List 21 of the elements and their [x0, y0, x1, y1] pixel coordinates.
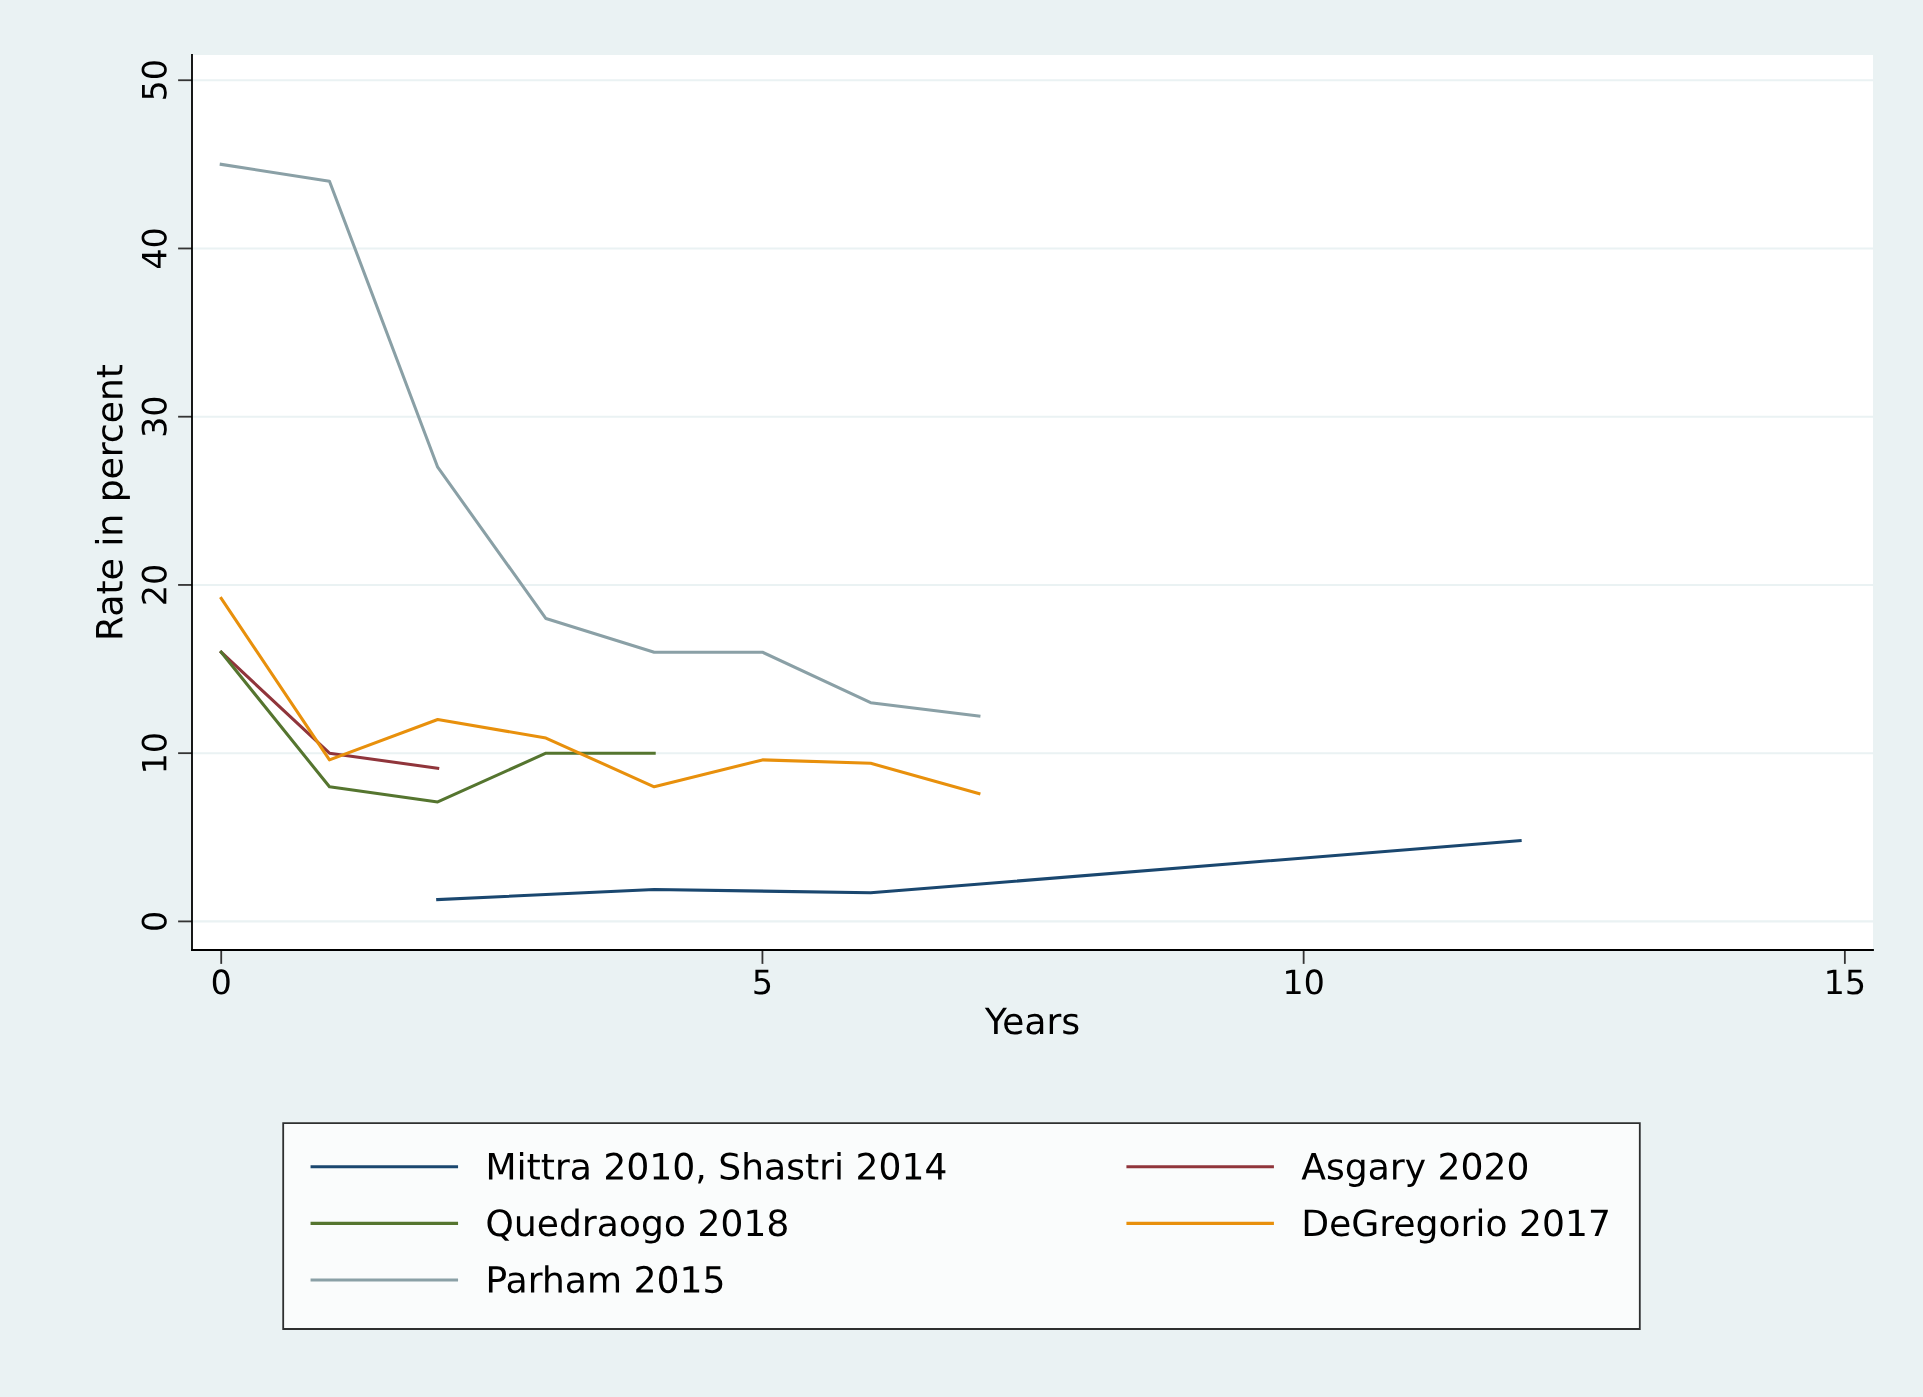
x-axis-title: Years — [984, 1007, 1079, 1035]
line-series — [219, 650, 656, 804]
x-tick-label: 10 — [1286, 969, 1323, 995]
y-tick-label: 30 — [141, 397, 167, 436]
x-tick-label: 15 — [1827, 969, 1864, 995]
legend-label: DeGregorio 2017 — [1304, 1208, 1608, 1244]
x-tick-label: 0 — [212, 969, 230, 995]
y-tick-label: 50 — [141, 61, 167, 99]
legend-label: Mittra 2010, Shastri 2014 — [488, 1151, 946, 1184]
x-tick-label: 5 — [754, 969, 771, 995]
y-axis-title: Rate in percent — [94, 364, 130, 638]
line-series — [219, 596, 981, 796]
y-tick-label: 40 — [141, 229, 167, 269]
y-tick-label: 10 — [141, 734, 167, 771]
y-tick-label: 0 — [141, 913, 167, 930]
legend-label: Asgary 2020 — [1301, 1152, 1528, 1187]
line-series — [436, 839, 1522, 902]
legend-label: Quedraogo 2018 — [487, 1208, 787, 1244]
legend-label: Parham 2015 — [488, 1265, 723, 1294]
line-series — [219, 162, 981, 718]
y-tick-label: 20 — [141, 565, 167, 604]
